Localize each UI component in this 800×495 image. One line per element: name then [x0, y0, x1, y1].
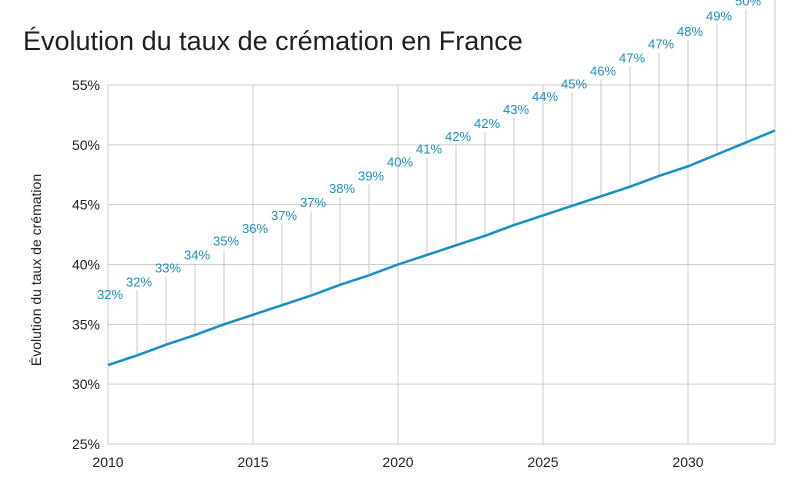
y-tick-label: 25% [72, 436, 100, 452]
data-label: 48% [677, 24, 703, 39]
data-label: 50% [735, 0, 761, 9]
data-label: 46% [590, 64, 616, 79]
data-label: 43% [503, 102, 529, 117]
data-label: 44% [532, 89, 558, 104]
y-tick-label: 30% [72, 376, 100, 392]
x-tick-label: 2030 [672, 454, 703, 470]
data-label: 37% [271, 208, 297, 223]
data-labels: 32%32%33%34%35%36%37%37%38%39%40%41%42%4… [97, 0, 761, 302]
y-axis-ticks: 25% 30% 35% 40% 45% 50% 55% [72, 77, 100, 452]
series-polyline [107, 129, 776, 367]
series-line [107, 129, 776, 367]
data-label: 42% [445, 129, 471, 144]
data-label: 36% [242, 221, 268, 236]
y-tick-label: 55% [72, 77, 100, 93]
x-tick-label: 2010 [92, 454, 123, 470]
x-axis-ticks: 2010 2015 2020 2025 2030 [92, 454, 703, 470]
y-tick-label: 35% [72, 316, 100, 332]
x-tick-label: 2015 [237, 454, 268, 470]
data-label: 34% [184, 248, 210, 263]
data-label: 49% [706, 9, 732, 24]
data-label: 39% [358, 168, 384, 183]
data-label: 32% [126, 274, 152, 289]
data-label: 45% [561, 76, 587, 91]
data-label: 47% [648, 37, 674, 52]
data-label: 42% [474, 116, 500, 131]
data-label: 40% [387, 154, 413, 169]
x-tick-label: 2020 [382, 454, 413, 470]
x-tick-label: 2025 [527, 454, 558, 470]
label-leaders [107, 0, 776, 366]
y-tick-label: 50% [72, 137, 100, 153]
y-tick-label: 45% [72, 197, 100, 213]
data-label: 47% [619, 51, 645, 66]
data-label: 38% [329, 181, 355, 196]
data-label: 37% [300, 195, 326, 210]
data-label: 33% [155, 260, 181, 275]
data-label: 35% [213, 234, 239, 249]
gridlines [107, 84, 776, 445]
chart-title: Évolution du taux de crémation en France [23, 26, 523, 56]
data-label: 32% [97, 287, 123, 302]
data-label: 41% [416, 142, 442, 157]
y-tick-label: 40% [72, 257, 100, 273]
